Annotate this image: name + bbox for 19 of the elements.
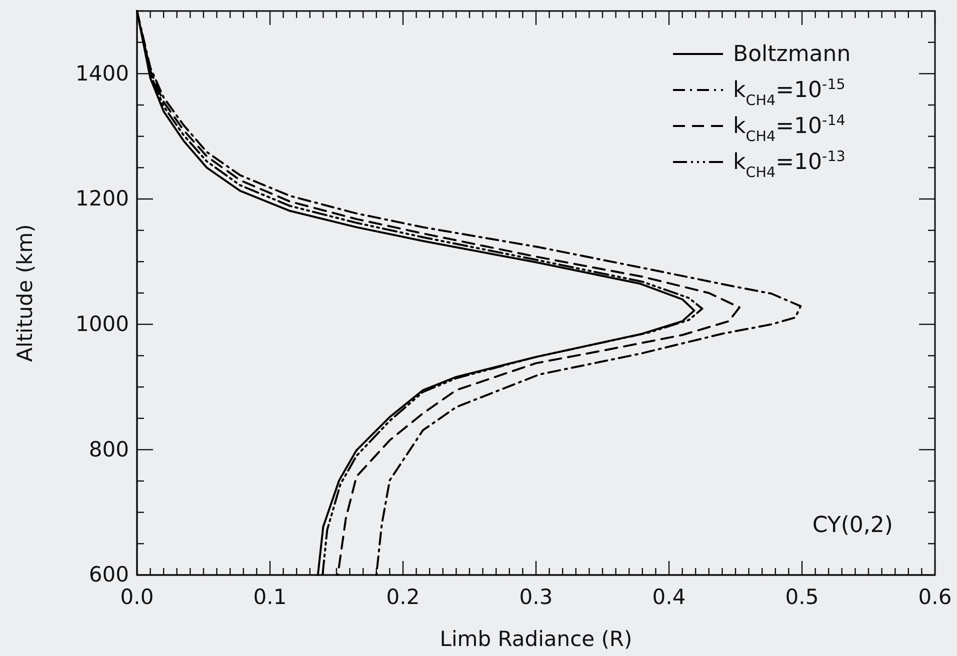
x-tick-label: 0.0 (120, 584, 154, 609)
x-tick-label: 0.1 (253, 584, 287, 609)
x-tick-label: 0.4 (652, 584, 686, 609)
x-tick-label: 0.6 (918, 584, 952, 609)
legend-label: k$_{CH4}$=10$^{-14}$ (733, 113, 846, 145)
x-axis-title: Limb Radiance (R) (440, 627, 632, 651)
y-tick-label: 1200 (76, 186, 129, 211)
legend-label: k$_{CH4}$=10$^{-15}$ (733, 77, 846, 109)
legend-label: Boltzmann (733, 42, 851, 67)
legend-label: k$_{CH4}$=10$^{-13}$ (733, 149, 846, 181)
x-tick-label: 0.2 (386, 584, 420, 609)
x-tick-label: 0.5 (785, 584, 819, 609)
y-axis-title: Altitude (km) (13, 224, 37, 362)
y-tick-label: 800 (88, 437, 129, 462)
annotation: CY(0,2) (812, 513, 893, 538)
y-tick-label: 1000 (76, 312, 129, 336)
x-tick-label: 0.3 (519, 584, 553, 609)
y-tick-label: 1400 (76, 61, 129, 86)
y-tick-label: 600 (88, 562, 129, 587)
